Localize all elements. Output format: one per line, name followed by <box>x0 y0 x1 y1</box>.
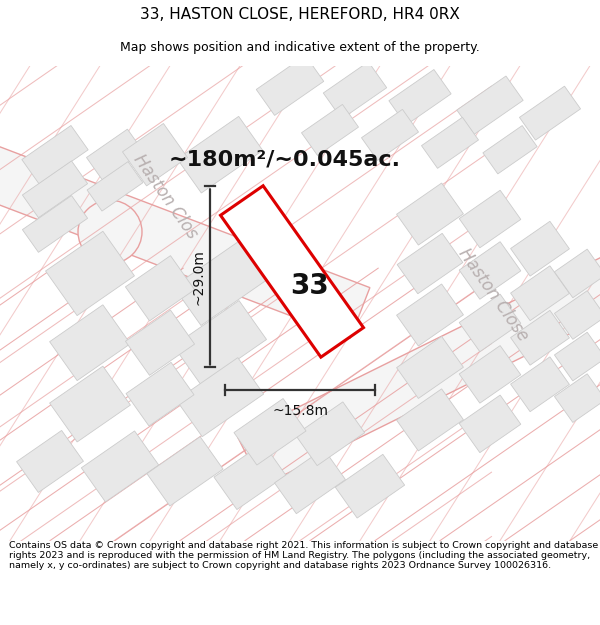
Polygon shape <box>0 139 370 338</box>
Text: Map shows position and indicative extent of the property.: Map shows position and indicative extent… <box>120 41 480 54</box>
Polygon shape <box>173 241 266 326</box>
Polygon shape <box>397 336 463 399</box>
Polygon shape <box>275 449 346 514</box>
Polygon shape <box>397 389 463 451</box>
Polygon shape <box>82 431 158 502</box>
Polygon shape <box>17 431 83 492</box>
Polygon shape <box>214 443 286 509</box>
Polygon shape <box>125 256 194 321</box>
Polygon shape <box>511 266 569 321</box>
Polygon shape <box>125 310 194 376</box>
Polygon shape <box>335 454 404 518</box>
Polygon shape <box>459 395 521 452</box>
Polygon shape <box>361 109 419 161</box>
Polygon shape <box>554 332 600 381</box>
Circle shape <box>78 200 142 264</box>
Polygon shape <box>22 161 88 217</box>
Polygon shape <box>256 56 324 116</box>
Polygon shape <box>459 294 521 352</box>
Polygon shape <box>46 231 134 316</box>
Polygon shape <box>511 221 569 276</box>
Polygon shape <box>147 437 223 506</box>
Polygon shape <box>238 239 600 486</box>
Polygon shape <box>87 162 143 211</box>
Polygon shape <box>459 242 521 299</box>
Polygon shape <box>483 126 537 174</box>
Polygon shape <box>177 116 263 193</box>
Polygon shape <box>511 357 569 412</box>
Polygon shape <box>221 186 364 357</box>
Polygon shape <box>389 69 451 125</box>
Text: 33, HASTON CLOSE, HEREFORD, HR4 0RX: 33, HASTON CLOSE, HEREFORD, HR4 0RX <box>140 7 460 22</box>
Polygon shape <box>397 284 463 346</box>
Polygon shape <box>323 62 387 119</box>
Polygon shape <box>301 104 359 156</box>
Polygon shape <box>459 346 521 403</box>
Polygon shape <box>176 357 263 437</box>
Text: ~180m²/~0.045ac.: ~180m²/~0.045ac. <box>169 149 401 169</box>
Polygon shape <box>50 305 130 381</box>
Polygon shape <box>397 183 463 245</box>
Polygon shape <box>520 86 581 140</box>
Polygon shape <box>50 366 130 442</box>
Text: 33: 33 <box>290 272 329 300</box>
Text: ~15.8m: ~15.8m <box>272 404 328 418</box>
Text: ~29.0m: ~29.0m <box>191 249 205 305</box>
Polygon shape <box>86 129 143 180</box>
Text: Haston Close: Haston Close <box>455 246 532 345</box>
Polygon shape <box>554 249 600 298</box>
Polygon shape <box>457 76 523 134</box>
Polygon shape <box>0 66 600 541</box>
Polygon shape <box>554 374 600 423</box>
Polygon shape <box>22 126 88 184</box>
Polygon shape <box>234 399 306 465</box>
Polygon shape <box>421 118 479 168</box>
Polygon shape <box>173 301 266 385</box>
Polygon shape <box>22 196 88 252</box>
Polygon shape <box>554 291 600 339</box>
Text: Haston Clos: Haston Clos <box>130 151 202 242</box>
Polygon shape <box>126 362 194 426</box>
Polygon shape <box>122 124 188 186</box>
Text: Contains OS data © Crown copyright and database right 2021. This information is : Contains OS data © Crown copyright and d… <box>9 541 598 571</box>
Polygon shape <box>397 233 463 294</box>
Polygon shape <box>511 311 569 365</box>
Polygon shape <box>459 190 521 248</box>
Polygon shape <box>295 402 365 466</box>
